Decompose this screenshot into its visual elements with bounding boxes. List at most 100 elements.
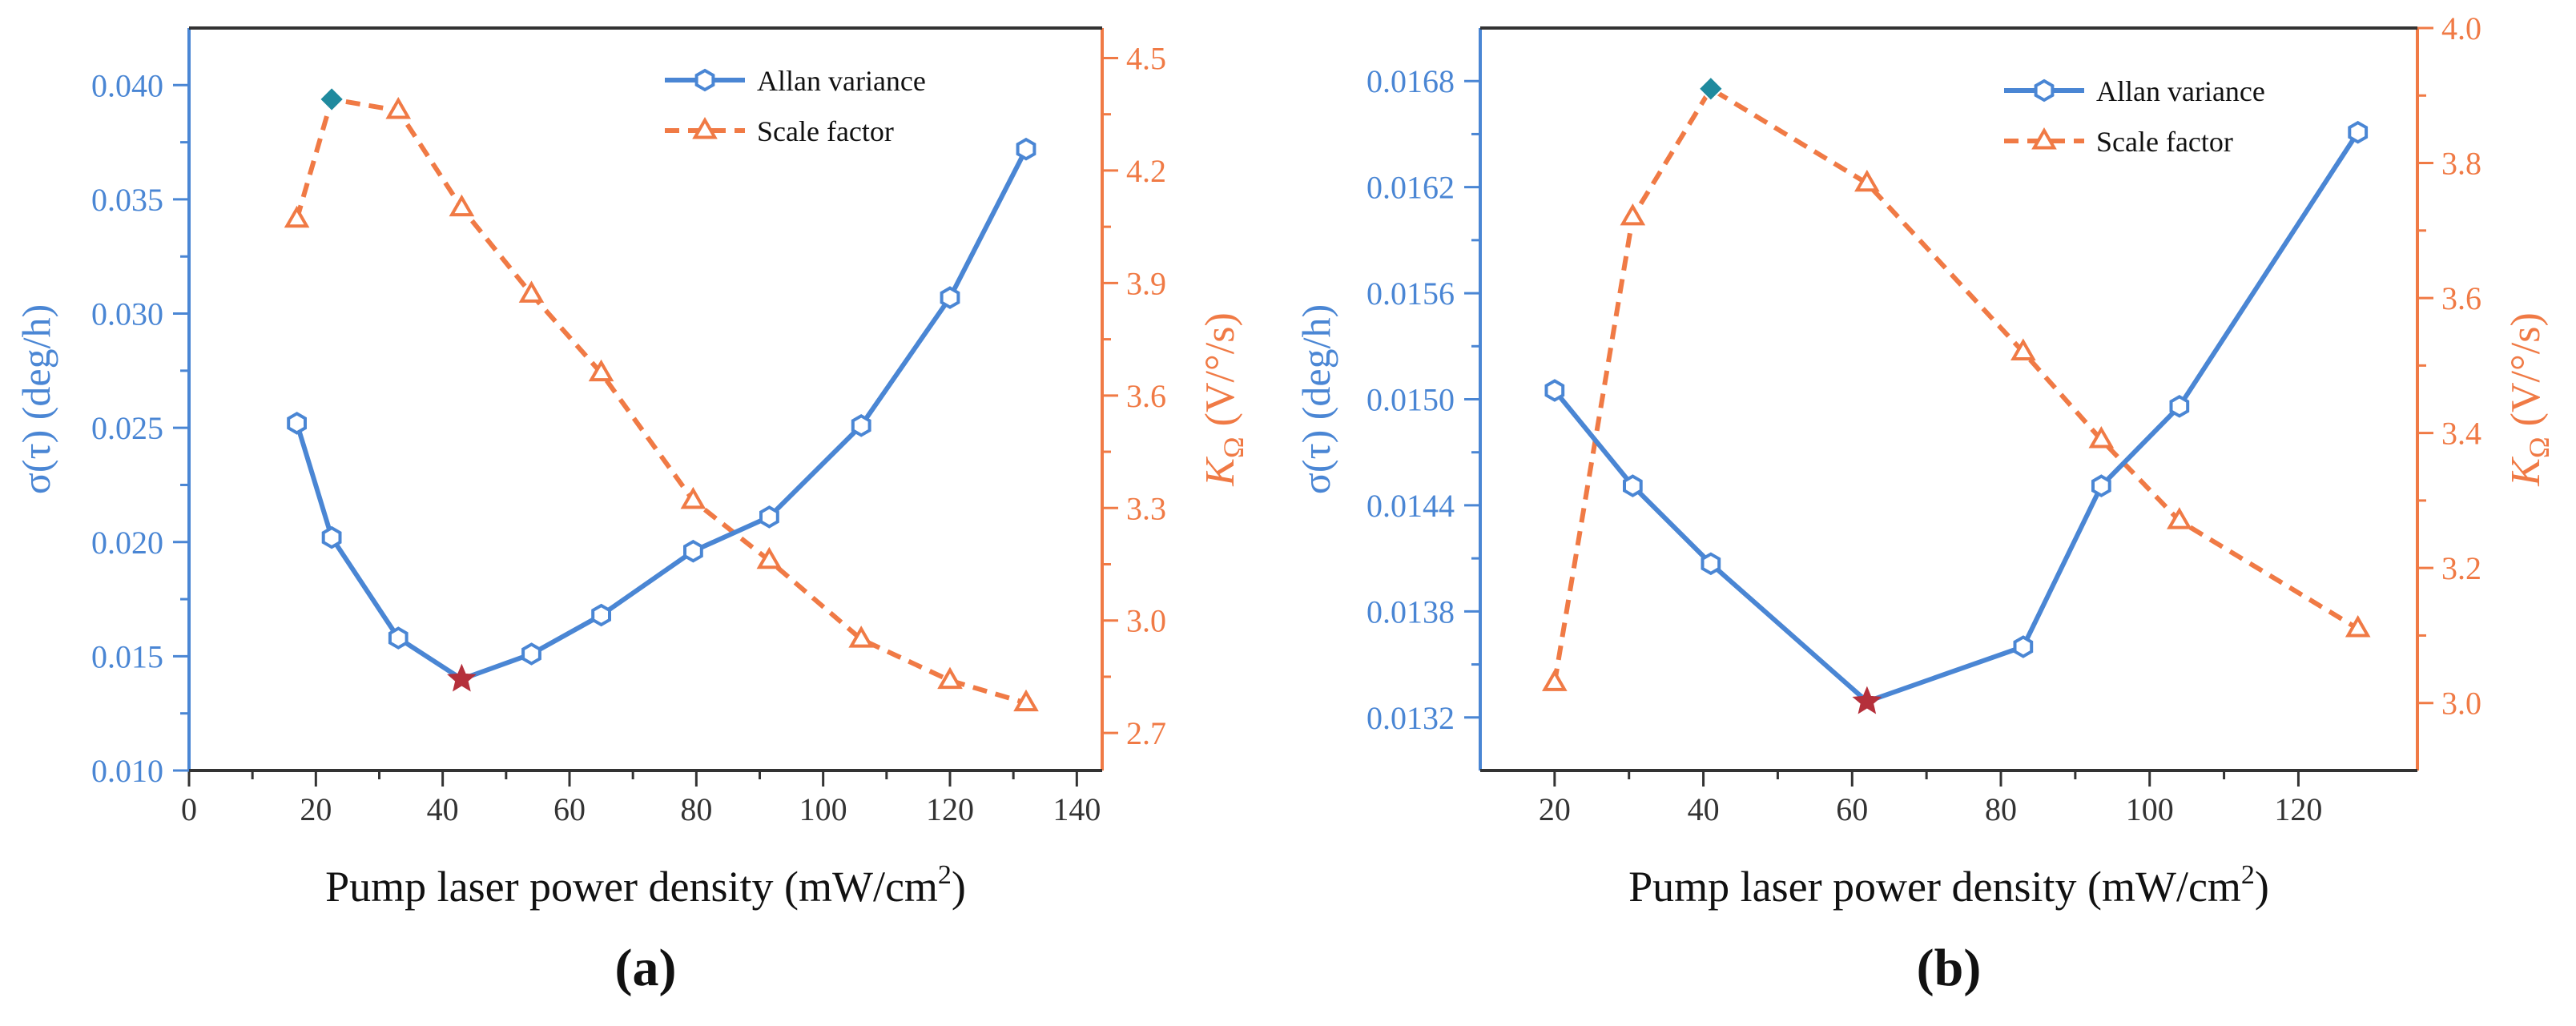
- legend-scale-label: Scale factor: [2096, 126, 2233, 158]
- right-y-tick-label: 3.4: [2441, 416, 2481, 452]
- scale-factor-point: [1013, 689, 1039, 712]
- x-axis-title-superscript: 2: [2241, 860, 2255, 890]
- allan-variance-point: [1701, 552, 1721, 576]
- x-tick-label: 80: [1985, 791, 2017, 827]
- x-axis-title-end: ): [952, 863, 966, 911]
- right-y-tick-label: 3.6: [1126, 378, 1166, 414]
- max-scale-factor-marker: [318, 86, 345, 113]
- x-axis-title-main: Pump laser power density (mW/cm: [325, 863, 938, 911]
- left-y-tick-label: 0.0138: [1366, 593, 1455, 630]
- right-y-axis-title-units: (V/°/s): [2503, 312, 2549, 437]
- allan-variance-point: [683, 539, 703, 563]
- right-y-tick-label: 3.3: [1126, 490, 1166, 526]
- x-tick-label: 60: [1836, 791, 1868, 827]
- x-tick-label: 120: [926, 791, 974, 827]
- scale-factor-point: [2088, 426, 2115, 449]
- legend-allan-marker: [2034, 78, 2055, 103]
- allan-variance-point: [1623, 474, 1643, 497]
- allan-variance-point: [1544, 379, 1565, 402]
- scale-factor-line: [294, 96, 1027, 706]
- scale-factor-point: [284, 205, 310, 228]
- left-y-tick-label: 0.0156: [1366, 276, 1455, 312]
- scale-factor-point: [2345, 615, 2371, 638]
- scale-factor-point: [518, 280, 545, 303]
- allan-variance-line: [294, 147, 1028, 682]
- min-allan-variance-marker: [1852, 686, 1882, 714]
- allan-variance-point: [287, 412, 307, 435]
- left-y-tick-label: 0.0132: [1366, 700, 1455, 736]
- right-y-tick-label: 4.5: [1126, 40, 1166, 76]
- legend-scale-marker: [692, 116, 718, 139]
- left-y-tick-label: 0.0162: [1366, 170, 1455, 206]
- scale-factor-point: [756, 546, 783, 569]
- legend-scale-marker: [2031, 127, 2057, 150]
- legend-allan-label: Allan variance: [2096, 75, 2265, 107]
- panel-label: (b): [1917, 939, 1982, 997]
- scale-factor-point: [449, 194, 475, 217]
- allan-variance-point: [759, 505, 779, 529]
- x-axis-title-end: ): [2255, 863, 2269, 911]
- panel-b: 20 40 60 80 100 120 0.0132 0.0138 0.0144 0.0150 0.…: [1294, 10, 2555, 997]
- scale-factor-point: [2167, 507, 2192, 529]
- left-y-tick-label: 0.015: [91, 638, 163, 674]
- scale-factor-point: [848, 626, 874, 648]
- x-tick-label: 40: [427, 791, 459, 827]
- allan-variance-point: [2169, 394, 2190, 418]
- left-y-tick-label: 0.0150: [1366, 382, 1455, 418]
- right-y-axis-title-units: (V/°/s): [1197, 312, 1243, 437]
- x-tick-label: 140: [1053, 791, 1101, 827]
- right-y-tick-label: 3.6: [2441, 280, 2481, 316]
- scale-factor-point: [2010, 338, 2036, 360]
- allan-variance-point: [2091, 474, 2111, 497]
- panel-label: (a): [615, 939, 677, 997]
- allan-variance-point: [940, 286, 960, 309]
- x-axis-title-main: Pump laser power density (mW/cm: [1628, 863, 2241, 911]
- x-axis-title: Pump laser power density (mW/cm2): [325, 860, 966, 911]
- left-y-tick-label: 0.025: [91, 410, 163, 446]
- legend-allan-marker: [694, 68, 715, 92]
- x-tick-label: 100: [799, 791, 847, 827]
- x-tick-label: 100: [2126, 791, 2174, 827]
- x-tick-label: 0: [181, 791, 197, 827]
- left-y-axis-title: σ(τ) (deg/h): [14, 304, 58, 494]
- allan-variance-point: [591, 603, 611, 627]
- left-y-tick-label: 0.0144: [1366, 488, 1455, 524]
- max-scale-factor-marker: [1697, 75, 1725, 103]
- x-axis-title: Pump laser power density (mW/cm2): [1628, 860, 2269, 911]
- left-y-tick-label: 0.040: [91, 67, 163, 103]
- left-y-tick-label: 0.010: [91, 753, 163, 789]
- allan-variance-point: [2013, 635, 2034, 658]
- allan-variance-point: [1016, 137, 1036, 161]
- x-tick-label: 20: [1539, 791, 1571, 827]
- legend-scale-label: Scale factor: [757, 115, 894, 147]
- x-tick-label: 40: [1688, 791, 1720, 827]
- left-y-tick-label: 0.020: [91, 525, 163, 561]
- x-tick-label: 80: [680, 791, 712, 827]
- right-y-axis-title: KΩ (V/°/s): [1197, 312, 1250, 487]
- right-y-tick-label: 4.2: [1126, 153, 1166, 189]
- left-y-axis-title: σ(τ) (deg/h): [1294, 304, 1338, 494]
- scale-factor-point: [1620, 203, 1646, 226]
- allan-variance-point: [851, 413, 871, 437]
- allan-variance-line: [1552, 131, 2361, 705]
- x-tick-label: 120: [2274, 791, 2322, 827]
- allan-variance-point: [388, 626, 409, 650]
- min-allan-variance-marker: [447, 663, 477, 692]
- right-y-tick-label: 2.7: [1126, 715, 1166, 751]
- right-y-axis-title: KΩ (V/°/s): [2503, 312, 2555, 487]
- right-y-axis-title-k: K: [1197, 457, 1243, 487]
- scale-factor-point: [937, 666, 963, 690]
- right-y-axis-title-subscript: Ω: [2523, 437, 2555, 458]
- right-y-tick-label: 3.8: [2441, 146, 2481, 182]
- scale-factor-point: [680, 486, 706, 509]
- scale-factor-point: [1854, 169, 1880, 192]
- left-y-tick-label: 0.0168: [1366, 63, 1455, 99]
- right-y-tick-label: 3.0: [2441, 686, 2481, 722]
- legend-allan-label: Allan variance: [757, 65, 926, 97]
- right-y-tick-label: 4.0: [2441, 10, 2481, 46]
- left-y-tick-label: 0.030: [91, 296, 163, 332]
- right-y-axis-title-subscript: Ω: [1218, 437, 1250, 458]
- scale-factor-point: [588, 359, 614, 382]
- scale-factor-line: [1552, 85, 2360, 683]
